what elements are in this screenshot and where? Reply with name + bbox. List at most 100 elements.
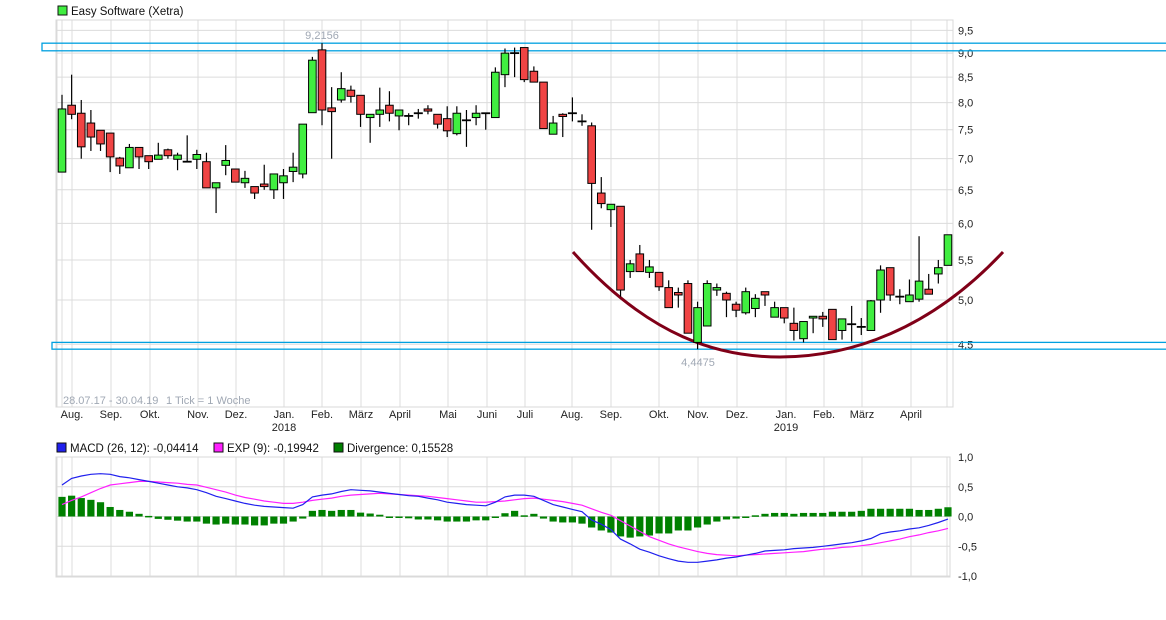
divergence-bar bbox=[270, 516, 278, 524]
candle bbox=[86, 110, 96, 151]
candle bbox=[683, 280, 693, 334]
candle-body bbox=[828, 308, 837, 341]
divergence-bar bbox=[636, 516, 644, 537]
candle-body bbox=[789, 322, 799, 331]
price-x-tick-label: Okt. bbox=[140, 409, 160, 421]
divergence-bar bbox=[905, 508, 914, 517]
tick-info-label: 1 Tick = 1 Woche bbox=[166, 395, 250, 407]
divergence-bar bbox=[520, 515, 528, 517]
divergence-bar bbox=[568, 516, 576, 523]
candle bbox=[905, 279, 914, 303]
price-x-tick-label: Nov. bbox=[187, 409, 209, 421]
candle-body bbox=[934, 267, 943, 275]
price-x-tick-label: Juli bbox=[517, 409, 534, 421]
candle bbox=[240, 170, 250, 188]
candle bbox=[895, 289, 905, 305]
price-y-tick-label: 5,0 bbox=[958, 295, 973, 307]
divergence-bar bbox=[154, 516, 162, 519]
candle-body bbox=[885, 267, 895, 296]
macd-plot-frame bbox=[55, 456, 951, 578]
candle bbox=[693, 301, 702, 350]
price-y-axis: 9,59,08,58,07,57,06,56,05,55,04,5 bbox=[958, 25, 973, 351]
divergence-bar bbox=[135, 513, 143, 517]
price-y-tick-label: 9,0 bbox=[958, 48, 973, 60]
divergence-bar bbox=[385, 516, 394, 518]
divergence-bar bbox=[491, 516, 499, 518]
price-x-year-label: 2019 bbox=[774, 422, 798, 434]
divergence-bar bbox=[559, 516, 567, 523]
candle-body bbox=[625, 263, 635, 273]
divergence-bar bbox=[925, 509, 933, 517]
candle bbox=[943, 234, 953, 266]
candle-body bbox=[288, 166, 298, 172]
candle bbox=[259, 164, 269, 190]
candle bbox=[818, 311, 828, 327]
candle bbox=[674, 287, 683, 308]
candle bbox=[789, 307, 799, 341]
macd-legend-swatch bbox=[56, 442, 67, 453]
divergence-bar bbox=[173, 516, 182, 521]
candle bbox=[269, 173, 279, 199]
divergence-bar bbox=[414, 516, 422, 520]
candle-body bbox=[279, 175, 288, 184]
candle-body bbox=[491, 71, 500, 119]
macd-line bbox=[61, 473, 949, 563]
price-plot-frame bbox=[55, 19, 954, 408]
candle bbox=[539, 81, 548, 130]
divergence-bar bbox=[356, 512, 365, 517]
candle bbox=[288, 152, 298, 183]
divergence-bar bbox=[693, 516, 702, 528]
candle bbox=[885, 267, 895, 301]
divergence-bars bbox=[58, 495, 952, 538]
candle-body bbox=[433, 113, 442, 125]
candle-body bbox=[86, 122, 96, 138]
candle bbox=[182, 135, 192, 163]
candle-body bbox=[144, 155, 153, 163]
price-x-tick-label: April bbox=[900, 409, 922, 421]
candle bbox=[231, 168, 240, 183]
candle bbox=[529, 66, 539, 83]
price-x-tick-label: Jan. bbox=[274, 409, 295, 421]
candle-body bbox=[799, 321, 808, 340]
divergence-bar bbox=[462, 516, 471, 522]
divergence-bar bbox=[674, 516, 682, 531]
candle-body bbox=[529, 70, 539, 83]
divergence-bar bbox=[308, 510, 316, 517]
divergence-bar bbox=[867, 508, 875, 517]
divergence-bar bbox=[626, 516, 634, 538]
candle bbox=[115, 156, 125, 174]
price-x-tick-label: Dez. bbox=[225, 409, 248, 421]
divergence-bar bbox=[299, 516, 307, 519]
price-x-tick-label: Sep. bbox=[100, 409, 123, 421]
divergence-bar bbox=[838, 511, 846, 517]
candle-body bbox=[616, 205, 625, 291]
divergence-bar bbox=[780, 512, 788, 517]
candle bbox=[442, 106, 452, 138]
candle bbox=[491, 67, 500, 119]
candle bbox=[596, 177, 606, 209]
candle bbox=[587, 122, 596, 230]
candle bbox=[625, 259, 635, 278]
divergence-bar bbox=[944, 507, 952, 517]
high-annotation: 9,2156 bbox=[305, 30, 339, 42]
candle-body bbox=[221, 159, 231, 166]
candle-body bbox=[356, 94, 365, 115]
divergence-bar bbox=[655, 516, 663, 534]
divergence-bar bbox=[607, 516, 615, 533]
candle-body bbox=[693, 307, 702, 343]
candle bbox=[365, 113, 375, 143]
candle-body bbox=[558, 113, 568, 117]
candle-body bbox=[385, 104, 394, 114]
divergence-bar bbox=[771, 512, 779, 517]
price-legend-label: Easy Software (Xetra) bbox=[71, 6, 184, 18]
divergence-bar bbox=[222, 516, 230, 524]
candle bbox=[558, 113, 568, 138]
price-x-tick-label: Juni bbox=[477, 409, 497, 421]
candle-body bbox=[336, 88, 346, 101]
divergence-bar bbox=[328, 510, 336, 517]
macd-y-tick-label: -0,5 bbox=[958, 541, 977, 553]
price-x-year-label: 2018 bbox=[272, 422, 296, 434]
candle-body bbox=[471, 112, 481, 119]
candle-body bbox=[96, 129, 105, 145]
